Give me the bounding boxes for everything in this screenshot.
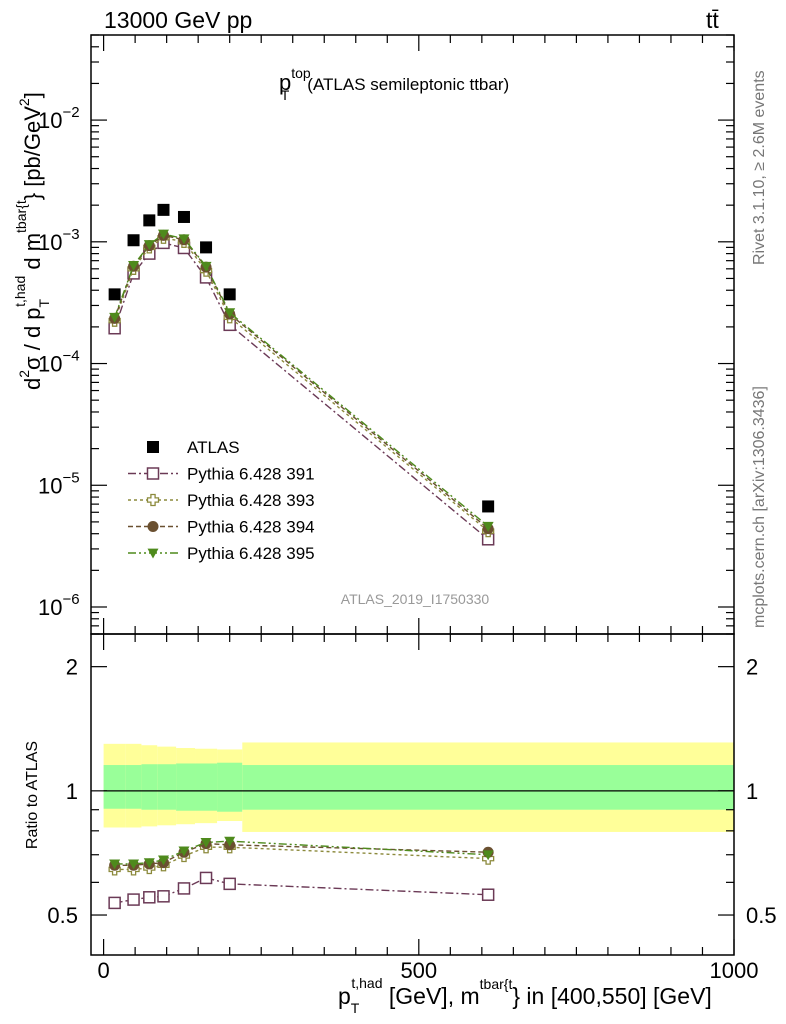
data-point — [127, 234, 140, 247]
ratio-series-pythia-6-428-394 — [109, 838, 494, 871]
uncertainty-band-inner — [217, 762, 243, 812]
data-point — [143, 214, 156, 227]
legend-entry: Pythia 6.428 391 — [128, 465, 315, 484]
legend-label: Pythia 6.428 394 — [187, 518, 315, 537]
y-tick-label: 1 — [66, 779, 78, 804]
data-point — [224, 308, 236, 319]
energy-label: 13000 GeV pp — [104, 7, 252, 33]
data-point — [223, 877, 236, 891]
data-point — [482, 500, 495, 513]
process-label: tt̄ — [706, 7, 719, 33]
ratio-line — [114, 877, 489, 904]
uncertainty-band-inner — [125, 765, 142, 809]
legend-entry: Pythia 6.428 395 — [128, 544, 315, 563]
data-point — [200, 261, 212, 272]
data-point — [147, 548, 159, 559]
uncertainty-band-inner — [103, 765, 126, 809]
uncertainty-band-inner — [141, 764, 158, 810]
mcplots-side-label: mcplots.cern.ch [arXiv:1306.3436] — [751, 386, 768, 628]
uncertainty-band-inner — [157, 764, 177, 810]
y-tick-label: 10−3 — [38, 226, 80, 255]
series-pythia-6-428-395 — [109, 229, 494, 532]
data-point — [157, 203, 170, 216]
data-point — [482, 521, 494, 532]
y-tick-label: 2 — [746, 655, 758, 680]
data-point — [157, 855, 169, 866]
data-point — [178, 234, 190, 245]
analysis-id-label: ATLAS_2019_I1750330 — [341, 591, 490, 607]
data-point — [143, 240, 155, 251]
data-point — [178, 846, 190, 857]
x-tick-label: 0 — [97, 958, 109, 983]
uncertainty-band-inner — [176, 763, 196, 811]
data-point — [143, 891, 156, 904]
data-point — [224, 836, 236, 847]
data-point — [177, 210, 190, 223]
legend: ATLAS Pythia 6.428 391 Pythia 6.428 393 Pyt… — [128, 438, 315, 563]
rivet-side-label: Rivet 3.1.10, ≥ 2.6M events — [751, 70, 768, 265]
ratio-frame — [90, 633, 735, 956]
data-point — [200, 241, 213, 254]
data-point — [223, 288, 236, 301]
ratio-y-axis-label: Ratio to ATLAS — [24, 741, 41, 849]
uncertainty-band-inner — [195, 763, 218, 811]
data-point — [109, 312, 121, 323]
legend-label: Pythia 6.428 393 — [187, 491, 315, 510]
y-tick-label: 0.5 — [47, 903, 78, 928]
ratio-line — [114, 842, 489, 866]
legend-entry: ATLAS — [147, 438, 240, 457]
y-tick-label: 10−2 — [38, 104, 80, 133]
data-point — [108, 896, 121, 910]
data-point — [199, 871, 213, 885]
ratio-series-pythia-6-428-391 — [108, 871, 495, 910]
x-tick-label: 500 — [400, 958, 437, 983]
y-tick-label: 10−6 — [38, 591, 80, 620]
data-point — [147, 521, 159, 532]
data-point — [146, 493, 160, 507]
data-point — [147, 441, 159, 453]
ratio-panel: 0.5 0.5 1 1 2 2 0 500 1000 Ratio to ATLAS pTt,h… — [24, 633, 777, 1016]
main-plot-title: ptop T(ATLAS semileptonic ttbar) — [279, 65, 509, 103]
data-point — [108, 288, 121, 301]
uncertainty-band-inner — [242, 765, 734, 810]
main-panel: ptop T(ATLAS semileptonic ttbar) d2σ / d … — [12, 34, 735, 635]
ratio-line — [114, 840, 489, 865]
x-tick-label: 1000 — [710, 958, 759, 983]
data-point — [128, 261, 140, 271]
data-point — [127, 893, 140, 906]
y-tick-label: 2 — [66, 655, 78, 680]
series-atlas — [108, 203, 495, 513]
data-point — [146, 467, 160, 480]
series-line — [113, 234, 489, 530]
ratio-series-pythia-6-428-395 — [109, 836, 494, 870]
data-point — [482, 850, 494, 861]
legend-label: Pythia 6.428 391 — [187, 465, 315, 484]
y-tick-label: 1 — [746, 779, 758, 804]
legend-label: Pythia 6.428 395 — [187, 544, 315, 563]
data-point — [157, 890, 170, 903]
legend-entry: Pythia 6.428 393 — [128, 491, 315, 510]
main-y-axis-label: d2σ / d pTt,had d mtbar{t} [pb/GeV2] — [12, 92, 52, 390]
x-axis-label: pTt,had [GeV], mtbar{t} in [400,550] [Ge… — [338, 975, 712, 1016]
legend-entry: Pythia 6.428 394 — [128, 518, 315, 537]
legend-label: ATLAS — [187, 438, 240, 457]
data-point — [481, 888, 495, 901]
data-point — [109, 859, 121, 870]
data-point — [128, 859, 140, 870]
data-point — [157, 229, 169, 240]
data-point — [200, 837, 212, 848]
y-tick-label: 10−5 — [38, 469, 80, 498]
y-tick-label: 10−4 — [38, 348, 80, 377]
y-tick-label: 0.5 — [746, 903, 777, 928]
data-point — [143, 858, 155, 869]
data-point — [177, 882, 191, 895]
